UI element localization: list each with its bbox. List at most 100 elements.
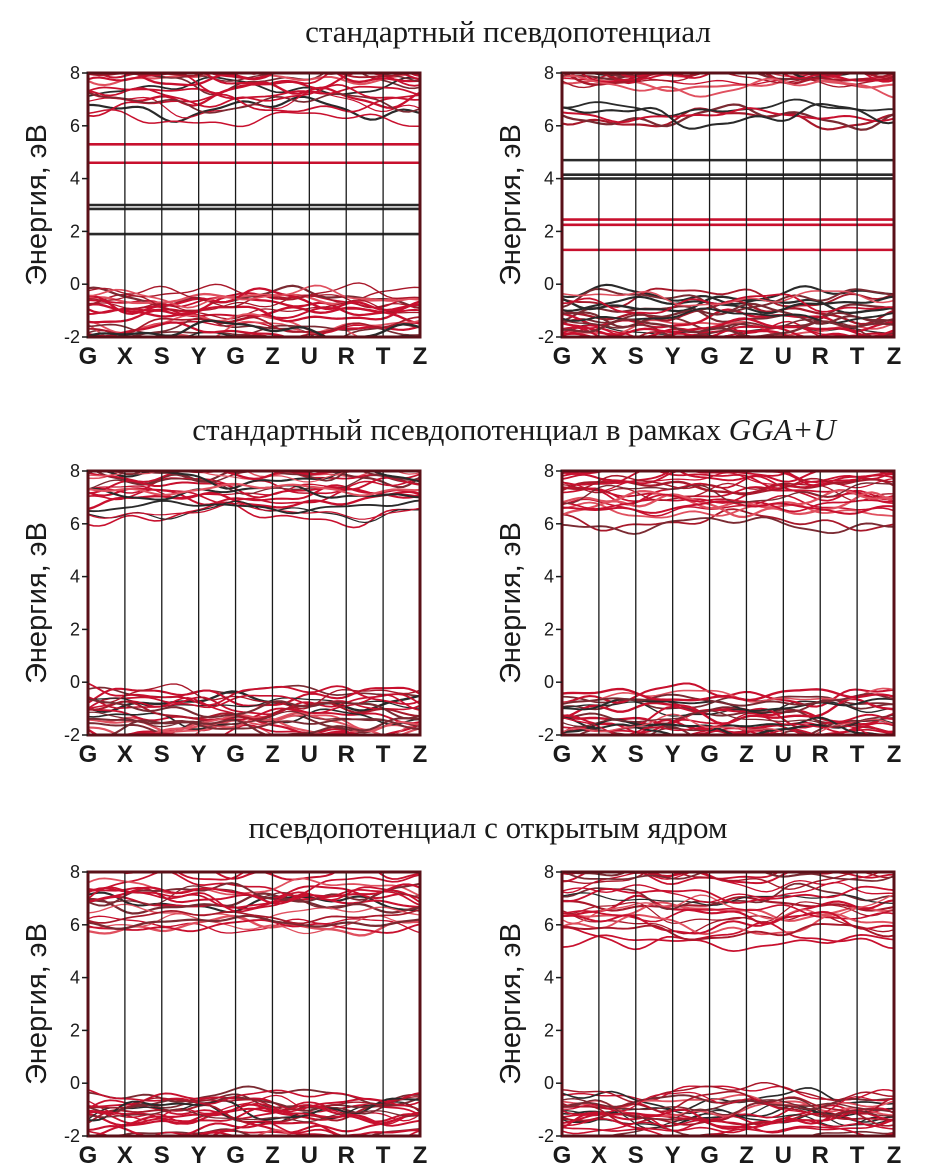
conduction-band <box>562 55 894 80</box>
conduction-band <box>88 845 420 871</box>
y-tick-label: -2 <box>64 327 80 347</box>
y-tick-label: 8 <box>70 461 80 481</box>
y-tick-label: 4 <box>544 567 554 587</box>
x-tick-label: R <box>338 1142 355 1167</box>
y-tick-label: -2 <box>64 1126 80 1146</box>
band-panel-1: 86420-2Энергия, эВG X S Y G Z U R T Z <box>21 40 427 370</box>
y-axis-label: Энергия, эВ <box>495 923 527 1085</box>
x-tick-label: G <box>553 1142 572 1167</box>
conduction-band <box>562 924 894 940</box>
conduction-band <box>88 501 420 514</box>
y-axis-label: Энергия, эВ <box>495 124 527 286</box>
y-tick-label: 4 <box>70 169 80 189</box>
conduction-band <box>88 53 420 74</box>
band-lines <box>562 444 894 748</box>
y-tick-label: 4 <box>70 567 80 587</box>
x-tick-label: Z <box>887 741 902 768</box>
y-tick-label: 2 <box>544 221 554 241</box>
y-tick-label: 6 <box>544 514 554 534</box>
conduction-band <box>88 846 420 861</box>
y-tick-label: -2 <box>64 725 80 745</box>
section-title-3: псевдопотенциал с открытым ядром <box>249 810 728 845</box>
section-title-1: стандартный псевдопотенциал <box>305 14 711 49</box>
x-tick-label: Z <box>265 1142 280 1167</box>
y-axis-label: Энергия, эВ <box>21 522 53 684</box>
y-tick-label: 2 <box>70 1020 80 1040</box>
x-tick-label: U <box>301 1142 318 1167</box>
y-tick-label: 2 <box>70 619 80 639</box>
y-tick-label: 8 <box>544 461 554 481</box>
x-tick-label: U <box>301 343 318 370</box>
conduction-band <box>562 46 894 67</box>
x-tick-label: G <box>553 343 572 370</box>
conduction-band <box>562 47 894 67</box>
conduction-band <box>88 456 420 481</box>
x-tick-label: R <box>812 1142 829 1167</box>
x-tick-label: G <box>553 741 572 768</box>
y-tick-label: 2 <box>70 221 80 241</box>
x-tick-label: U <box>301 741 318 768</box>
y-tick-label: -2 <box>538 725 554 745</box>
conduction-band <box>88 49 420 61</box>
x-tick-label: G <box>700 741 719 768</box>
x-tick-label: U <box>775 741 792 768</box>
y-axis-label: Энергия, эВ <box>21 923 53 1085</box>
x-tick-label: X <box>591 343 607 370</box>
x-tick-label: Z <box>265 741 280 768</box>
x-tick-label: Z <box>887 343 902 370</box>
y-axis-label: Энергия, эВ <box>495 522 527 684</box>
band-lines <box>88 845 420 1154</box>
x-tick-label: Y <box>191 1142 207 1167</box>
x-tick-label: S <box>628 343 644 370</box>
x-tick-label: T <box>850 741 865 768</box>
conduction-band <box>88 52 420 61</box>
band-lines <box>562 851 894 1143</box>
x-tick-label: T <box>376 1142 391 1167</box>
y-tick-label: 6 <box>70 514 80 534</box>
section-title-2-text: стандартный псевдопотенциал в рамках <box>192 412 728 447</box>
x-tick-label: G <box>700 1142 719 1167</box>
conduction-band <box>562 62 894 78</box>
x-tick-label: Z <box>887 1142 902 1167</box>
conduction-band <box>562 453 894 471</box>
y-tick-label: 8 <box>70 862 80 882</box>
conduction-band <box>88 451 420 467</box>
x-tick-label: Y <box>191 343 207 370</box>
band-panel-6: 86420-2Энергия, эВG X S Y G Z U R T Z <box>495 851 901 1167</box>
x-tick-label: Y <box>665 1142 681 1167</box>
y-tick-label: 8 <box>544 862 554 882</box>
section-title-2-italic: GGA+U <box>729 412 839 447</box>
x-tick-label: S <box>628 741 644 768</box>
x-tick-label: X <box>117 741 133 768</box>
y-tick-label: 0 <box>70 1073 80 1093</box>
conduction-band <box>88 50 420 72</box>
x-tick-label: X <box>591 1142 607 1167</box>
conduction-band <box>88 452 420 472</box>
x-tick-label: R <box>338 741 355 768</box>
x-tick-label: Y <box>665 741 681 768</box>
x-tick-label: R <box>812 343 829 370</box>
y-tick-label: 6 <box>70 915 80 935</box>
y-tick-label: 4 <box>544 968 554 988</box>
y-tick-label: 6 <box>70 116 80 136</box>
conduction-band <box>88 449 420 465</box>
x-tick-label: Z <box>413 741 428 768</box>
band-panel-2: 86420-2Энергия, эВG X S Y G Z U R T Z <box>495 44 901 370</box>
x-tick-label: S <box>154 741 170 768</box>
x-tick-label: T <box>850 1142 865 1167</box>
conduction-band <box>88 846 420 867</box>
y-tick-label: 2 <box>544 619 554 639</box>
x-tick-label: R <box>812 741 829 768</box>
y-tick-label: 8 <box>544 63 554 83</box>
y-tick-label: 0 <box>544 274 554 294</box>
band-lines <box>88 449 420 747</box>
x-tick-label: X <box>117 343 133 370</box>
y-tick-label: 8 <box>70 63 80 83</box>
x-tick-label: U <box>775 1142 792 1167</box>
x-tick-label: G <box>79 1142 98 1167</box>
y-axis-label: Энергия, эВ <box>21 124 53 286</box>
x-tick-label: S <box>154 1142 170 1167</box>
band-lines <box>562 44 894 351</box>
x-tick-label: G <box>79 741 98 768</box>
